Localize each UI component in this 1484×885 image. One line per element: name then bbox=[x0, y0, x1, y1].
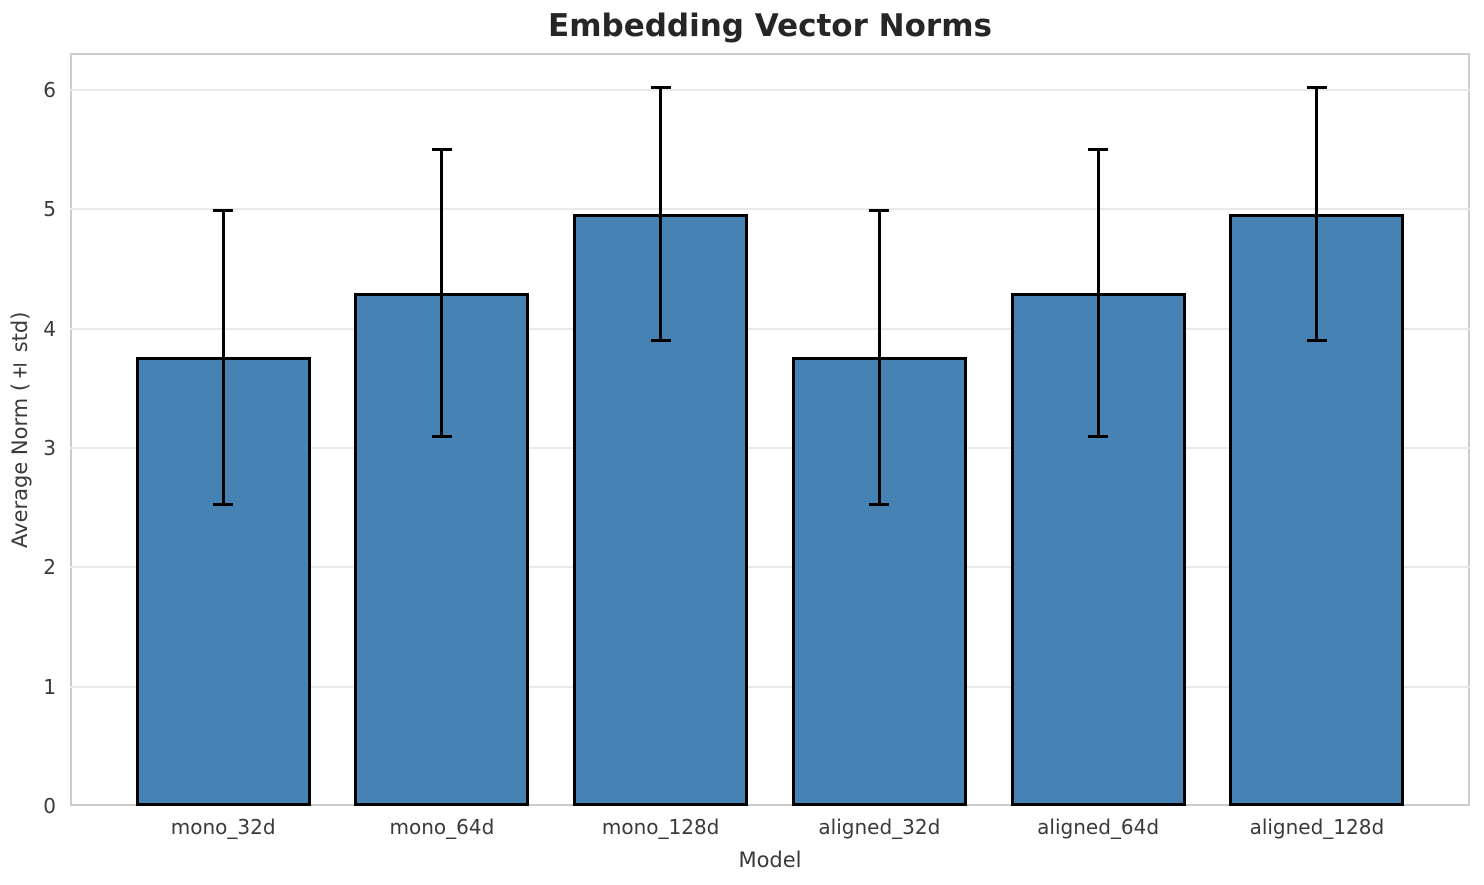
error-bar-cap-top bbox=[869, 209, 890, 213]
y-tick-label: 3 bbox=[43, 435, 56, 460]
x-tick-label: mono_64d bbox=[389, 815, 495, 839]
error-bar-cap-top bbox=[1088, 148, 1109, 152]
gridline bbox=[70, 566, 1470, 569]
x-axis-label: Model bbox=[738, 848, 802, 872]
x-tick-label: mono_128d bbox=[601, 815, 720, 839]
x-tick-label: aligned_32d bbox=[818, 815, 941, 839]
x-tick-label: mono_32d bbox=[170, 815, 276, 839]
error-bar-cap-bottom bbox=[650, 339, 671, 343]
y-tick-label: 0 bbox=[43, 794, 56, 818]
gridline bbox=[70, 327, 1470, 330]
chart-title: Embedding Vector Norms bbox=[548, 8, 992, 44]
error-bar-cap-bottom bbox=[431, 434, 452, 438]
x-tick-label: aligned_64d bbox=[1037, 815, 1160, 839]
y-tick-label: 5 bbox=[43, 197, 56, 222]
error-bar bbox=[1096, 149, 1100, 437]
error-bar bbox=[877, 210, 881, 505]
error-bar-cap-bottom bbox=[213, 502, 234, 506]
gridline bbox=[70, 446, 1470, 449]
y-tick-label: 1 bbox=[43, 674, 56, 699]
error-bar-cap-bottom bbox=[1088, 434, 1109, 438]
error-bar-cap-top bbox=[650, 86, 671, 90]
y-tick-label: 6 bbox=[43, 77, 56, 102]
y-tick-label: 4 bbox=[43, 316, 56, 341]
error-bar-cap-top bbox=[213, 209, 234, 213]
error-bar-cap-bottom bbox=[869, 502, 890, 506]
error-bar-cap-top bbox=[431, 148, 452, 152]
gridline bbox=[70, 685, 1470, 688]
error-bar bbox=[221, 210, 225, 505]
y-tick-label: 2 bbox=[43, 555, 56, 580]
error-bar bbox=[1315, 87, 1319, 341]
gridline bbox=[70, 208, 1470, 211]
error-bar-cap-bottom bbox=[1306, 339, 1327, 343]
error-bar bbox=[440, 149, 444, 437]
error-bar-cap-top bbox=[1306, 86, 1327, 90]
error-bar bbox=[659, 87, 663, 341]
gridline bbox=[70, 88, 1470, 91]
x-tick-label: aligned_128d bbox=[1249, 815, 1385, 839]
